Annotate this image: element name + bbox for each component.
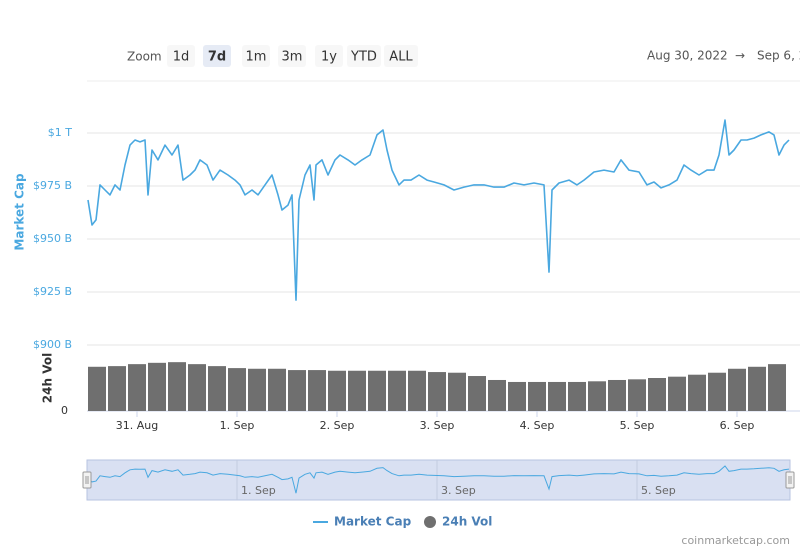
volume-bar [748, 366, 766, 411]
navigator-handle[interactable] [82, 471, 92, 489]
y-tick-label: $900 B [33, 338, 72, 351]
volume-bar [268, 368, 286, 411]
volume-bar [208, 366, 226, 411]
range-button-label[interactable]: 7d [208, 50, 226, 65]
navigator-line [87, 465, 790, 494]
volume-bar [528, 381, 546, 411]
range-button[interactable] [315, 45, 343, 67]
volume-bar [708, 372, 726, 411]
y2-tick-label: 0 [61, 404, 68, 417]
volume-bar [648, 378, 666, 411]
range-button[interactable] [347, 45, 381, 67]
volume-bar [388, 370, 406, 411]
volume-bar [288, 370, 306, 411]
volume-bar [548, 381, 566, 411]
x-tick-label: 3. Sep [420, 419, 455, 432]
range-button-label[interactable]: ALL [389, 50, 413, 65]
navigator-label: 5. Sep [641, 484, 676, 497]
navigator-window[interactable] [86, 459, 791, 501]
x-tick-label: 4. Sep [520, 419, 555, 432]
navigator-label: 3. Sep [441, 484, 476, 497]
volume-bar [608, 379, 626, 411]
y2-axis-title: 24h Vol [41, 353, 55, 403]
range-button-label[interactable]: 1m [246, 50, 267, 65]
x-tick-label: 31. Aug [116, 419, 158, 432]
y-tick-label: $1 T [48, 126, 72, 139]
range-button-label[interactable]: 3m [282, 50, 303, 65]
y-tick-label: $950 B [33, 232, 72, 245]
date-from[interactable]: Aug 30, 2022 [647, 49, 728, 63]
volume-bar [248, 368, 266, 411]
volume-bar [408, 370, 426, 411]
range-button[interactable] [242, 45, 270, 67]
volume-bar [448, 372, 466, 411]
volume-bar [488, 379, 506, 411]
volume-bar [148, 362, 166, 411]
range-button-label[interactable]: YTD [350, 50, 377, 65]
navigator-label: 1. Sep [241, 484, 276, 497]
volume-bar [728, 368, 746, 411]
volume-bar [688, 374, 706, 411]
market-cap-line [87, 119, 790, 301]
legend-symbol[interactable] [424, 516, 436, 528]
y-tick-label: $925 B [33, 285, 72, 298]
range-button-label[interactable]: 1d [173, 50, 190, 65]
volume-bar [568, 381, 586, 411]
volume-bar [128, 364, 146, 411]
volume-bar [768, 364, 786, 411]
zoom-label: Zoom [127, 50, 162, 64]
volume-bar [88, 366, 106, 411]
volume-bar [328, 370, 346, 411]
range-button-label[interactable]: 1y [321, 50, 337, 65]
volume-bar [188, 364, 206, 411]
volume-bar [668, 376, 686, 411]
date-to[interactable]: Sep 6, 2022 [757, 49, 800, 63]
range-button[interactable] [167, 45, 195, 67]
volume-bar [628, 379, 646, 411]
range-button[interactable] [203, 45, 231, 67]
date-arrow: → [735, 49, 745, 63]
y-axis-title: Market Cap [13, 173, 27, 251]
y-tick-label: $975 B [33, 179, 72, 192]
volume-bar [228, 368, 246, 411]
x-tick-label: 5. Sep [620, 419, 655, 432]
volume-bar [368, 370, 386, 411]
x-tick-label: 1. Sep [220, 419, 255, 432]
volume-bar [428, 372, 446, 411]
volume-bar [168, 362, 186, 411]
volume-bar [588, 381, 606, 411]
volume-bar [348, 370, 366, 411]
credit: coinmarketcap.com [681, 534, 790, 547]
legend-label[interactable]: Market Cap [334, 515, 412, 529]
volume-bar [108, 366, 126, 411]
range-button[interactable] [384, 45, 418, 67]
navigator-handle[interactable] [785, 471, 795, 489]
x-tick-label: 2. Sep [320, 419, 355, 432]
volume-bar [308, 370, 326, 411]
volume-bar [468, 376, 486, 411]
range-button[interactable] [278, 45, 306, 67]
legend-label[interactable]: 24h Vol [442, 515, 492, 529]
x-tick-label: 6. Sep [720, 419, 755, 432]
volume-bar [508, 381, 526, 411]
